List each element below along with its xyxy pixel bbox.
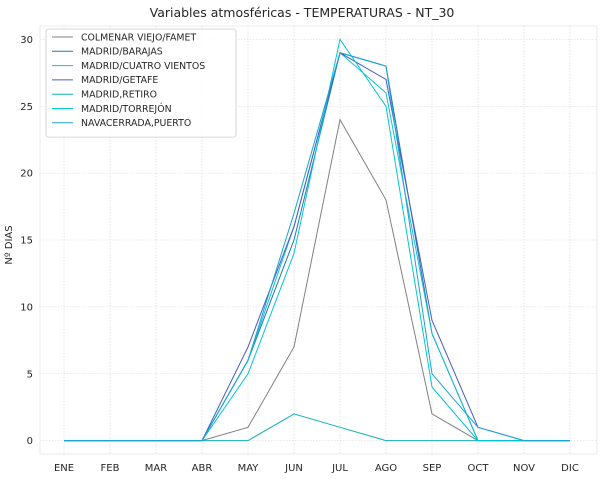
x-tick-label: ABR — [192, 463, 213, 474]
y-tick-label: 30 — [20, 35, 33, 46]
x-tick-label: MAR — [145, 463, 167, 474]
x-tick-label: NOV — [513, 463, 535, 474]
x-tick-label: JUL — [331, 463, 348, 474]
y-axis-ticks: 0 5 10 15 20 25 30 — [20, 35, 33, 447]
legend-label: NAVACERRADA,PUERTO — [81, 118, 191, 129]
x-axis-ticks: ENE FEB MAR ABR MAY JUN JUL AGO SEP OCT NOV DIC — [54, 463, 579, 474]
x-tick-label: FEB — [101, 463, 120, 474]
x-tick-label: OCT — [468, 463, 490, 474]
plot-area — [39, 25, 598, 455]
legend-label: MADRID/GETAFE — [81, 75, 158, 86]
x-tick-label: JUN — [284, 463, 303, 474]
y-axis-label: Nº DIAS — [4, 225, 15, 264]
x-tick-label: DIC — [561, 463, 579, 474]
x-tick-label: ENE — [54, 463, 74, 474]
y-tick-label: 15 — [20, 236, 33, 247]
x-tick-label: AGO — [375, 463, 397, 474]
legend-label: MADRID,RETIRO — [81, 90, 157, 101]
legend-label: MADRID/BARAJAS — [81, 47, 163, 58]
x-tick-label: SEP — [423, 463, 442, 474]
legend-label: COLMENAR VIEJO/FAMET — [81, 32, 196, 43]
legend: COLMENAR VIEJO/FAMET MADRID/BARAJAS MADRID… — [45, 28, 237, 138]
y-tick-label: 0 — [27, 436, 33, 447]
legend-label: MADRID/TORREJÓN — [81, 103, 172, 115]
series-lines — [64, 38, 570, 442]
chart-title: Variables atmosféricas - TEMPERATURAS - … — [150, 5, 455, 20]
series-line — [64, 413, 570, 442]
y-tick-label: 5 — [27, 369, 33, 380]
x-tick-label: MAY — [238, 463, 260, 474]
y-tick-label: 10 — [20, 302, 33, 313]
legend-box — [45, 28, 237, 138]
series-line — [64, 118, 570, 442]
series-line — [64, 52, 570, 442]
legend-label: MADRID/CUATRO VIENTOS — [81, 61, 205, 72]
y-tick-label: 20 — [20, 169, 33, 180]
y-tick-label: 25 — [20, 102, 33, 113]
